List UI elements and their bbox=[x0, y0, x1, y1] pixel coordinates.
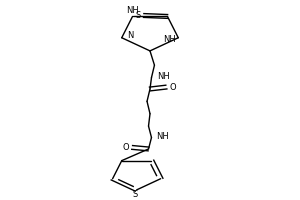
Text: S: S bbox=[135, 11, 140, 20]
Text: NH: NH bbox=[157, 72, 170, 81]
Text: NH: NH bbox=[163, 35, 176, 44]
Text: O: O bbox=[122, 143, 129, 152]
Text: O: O bbox=[169, 83, 176, 92]
Text: S: S bbox=[133, 190, 138, 199]
Text: NH: NH bbox=[156, 132, 169, 141]
Text: NH: NH bbox=[126, 6, 139, 15]
Text: N: N bbox=[128, 31, 134, 40]
